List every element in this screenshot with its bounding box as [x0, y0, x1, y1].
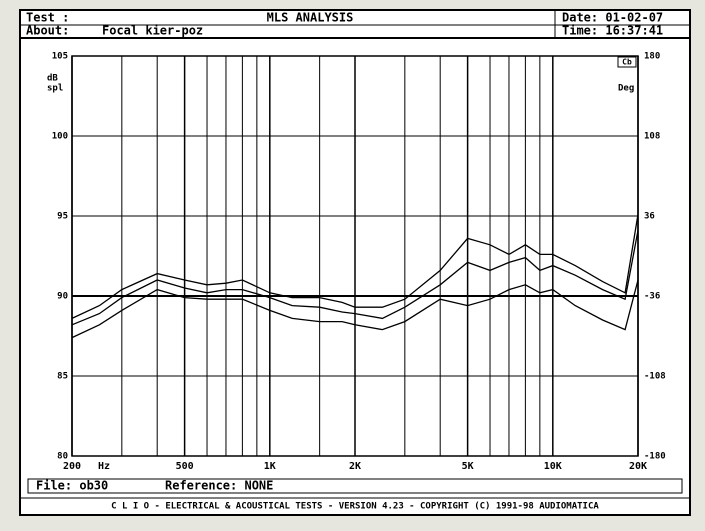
y-tick-label: 80 — [57, 452, 68, 462]
y-tick-label: 105 — [52, 52, 68, 62]
series-line — [71, 230, 639, 326]
y-tick-label: 100 — [52, 132, 68, 142]
y2-tick-label: -108 — [644, 372, 666, 382]
date: Date: 01-02-07 — [562, 11, 663, 25]
y2-tick-label: -180 — [644, 452, 666, 462]
y2-tick-label: 36 — [644, 212, 655, 222]
y2-tick-label: 108 — [644, 132, 660, 142]
series-line — [71, 279, 639, 339]
y2-tick-label: 180 — [644, 52, 660, 62]
x-tick-label: 10K — [544, 461, 562, 472]
marker: Cb — [622, 58, 632, 67]
file-box — [27, 478, 683, 494]
about: Focal kier-poz — [102, 24, 203, 38]
test-label: Test : — [26, 11, 69, 25]
x-tick-label: 200 — [63, 461, 81, 472]
y-tick-label: 95 — [57, 212, 68, 222]
x-tick-label: 1K — [264, 461, 276, 472]
title: MLS ANALYSIS — [267, 11, 354, 25]
reference: Reference: NONE — [165, 479, 273, 493]
y-tick-label: 85 — [57, 372, 68, 382]
y2-tick-label: -36 — [644, 292, 660, 302]
x-tick-label: 2K — [349, 461, 361, 472]
file: File: ob30 — [36, 479, 108, 493]
x-tick-label: 20K — [629, 461, 647, 472]
x-tick-label: 500 — [176, 461, 194, 472]
time: Time: 16:37:41 — [562, 24, 663, 38]
y-tick-label: 90 — [57, 292, 68, 302]
x-unit: Hz — [98, 461, 110, 472]
y2-label: Deg — [618, 84, 634, 94]
marker-box — [617, 56, 637, 68]
about-label: About: — [26, 24, 69, 38]
y-label: dB — [47, 74, 58, 84]
series-line — [71, 214, 639, 319]
y-label: spl — [47, 84, 63, 94]
x-tick-label: 5K — [462, 461, 474, 472]
credits: C L I O - ELECTRICAL & ACOUSTICAL TESTS … — [111, 502, 599, 512]
